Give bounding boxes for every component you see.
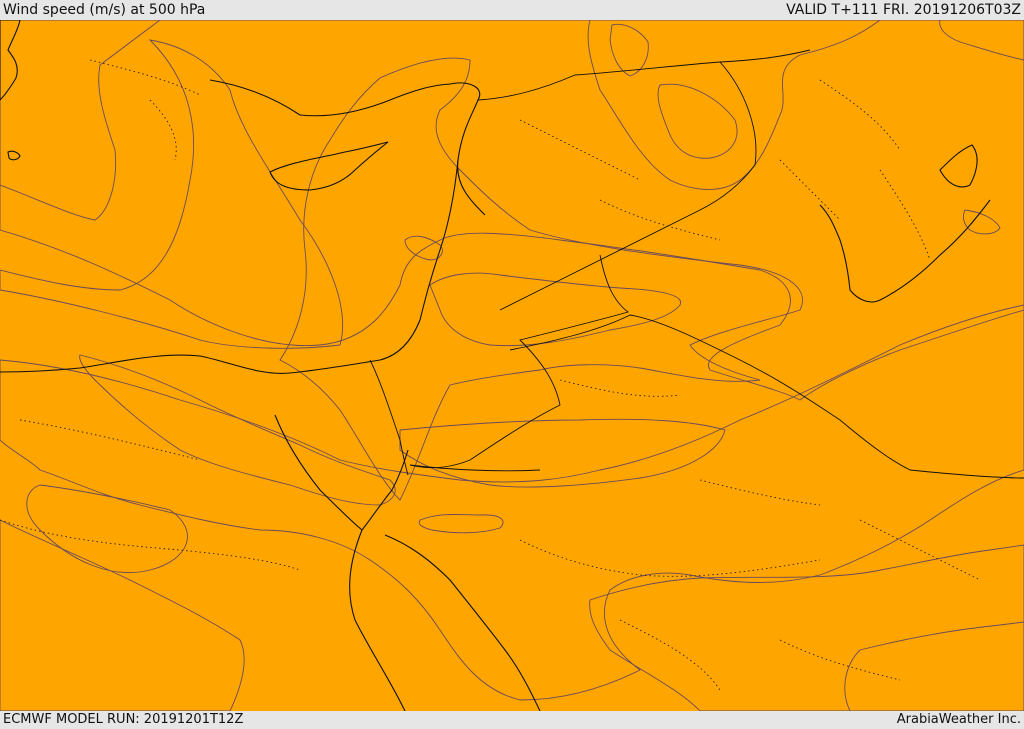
band-orange-south — [0, 304, 1024, 701]
coastline-redsea-west — [349, 529, 406, 711]
map-title: Wind speed (m/s) at 500 hPa — [3, 2, 206, 18]
band-deep-iran — [962, 209, 1001, 235]
subborder-turkey-1 — [89, 59, 201, 161]
subborder-iraq-1 — [519, 119, 721, 241]
band-deep-jordan — [429, 272, 682, 347]
coastline-cyprus — [269, 141, 389, 191]
valid-time: VALID T+111 FRI. 20191206T03Z — [786, 2, 1021, 18]
band-deep-redsea — [418, 514, 504, 534]
coastline-levant — [0, 159, 459, 374]
coastline-gulf — [819, 199, 991, 303]
subborder-saudi-1 — [519, 539, 901, 691]
band-amber-pocket-2 — [26, 484, 188, 574]
band-yellow-west — [0, 20, 161, 221]
coastline-sinai — [274, 414, 409, 531]
band-amber-pocket-1 — [399, 418, 726, 488]
map-canvas — [0, 20, 1024, 711]
header-bar: Wind speed (m/s) at 500 hPa VALID T+111 … — [0, 0, 1024, 20]
model-run: ECMWF MODEL RUN: 20191201T12Z — [3, 712, 244, 727]
subborder-egypt-1 — [0, 419, 301, 571]
subborder-iran-1 — [779, 79, 931, 261]
coastline-caspian — [939, 144, 978, 188]
border-egypt-libya — [369, 359, 409, 476]
band-amber-southeast — [844, 621, 1024, 711]
band-orange-levant — [279, 57, 803, 501]
band-gold-north — [0, 20, 1024, 401]
coastline-redsea-east — [384, 534, 541, 711]
credit: ArabiaWeather Inc. — [896, 712, 1021, 727]
band-gold-southwest — [0, 519, 245, 711]
border-saudi-yemen-east — [409, 464, 541, 472]
band-deep-lebanon — [404, 235, 443, 261]
border-syria-iraq — [499, 61, 757, 311]
band-amber-base — [0, 20, 1024, 711]
band-yellow-iraq — [587, 20, 881, 190]
border-jordan-saudi — [409, 254, 629, 469]
subborder-saudi-2 — [559, 379, 981, 581]
border-iraq-saudi — [509, 314, 1024, 479]
land-greece — [0, 20, 21, 101]
band-amber-west — [0, 39, 344, 349]
band-yellow-east — [939, 20, 1024, 61]
band-pale-turkey — [609, 23, 649, 77]
band-gold-southeast — [589, 544, 1024, 711]
border-turkey-syria — [477, 49, 811, 101]
band-pale-iraq — [657, 83, 738, 159]
footer-bar: ECMWF MODEL RUN: 20191201T12Z ArabiaWeat… — [0, 711, 1024, 729]
land-crete-islet — [7, 150, 21, 161]
wind-speed-map — [0, 20, 1024, 711]
